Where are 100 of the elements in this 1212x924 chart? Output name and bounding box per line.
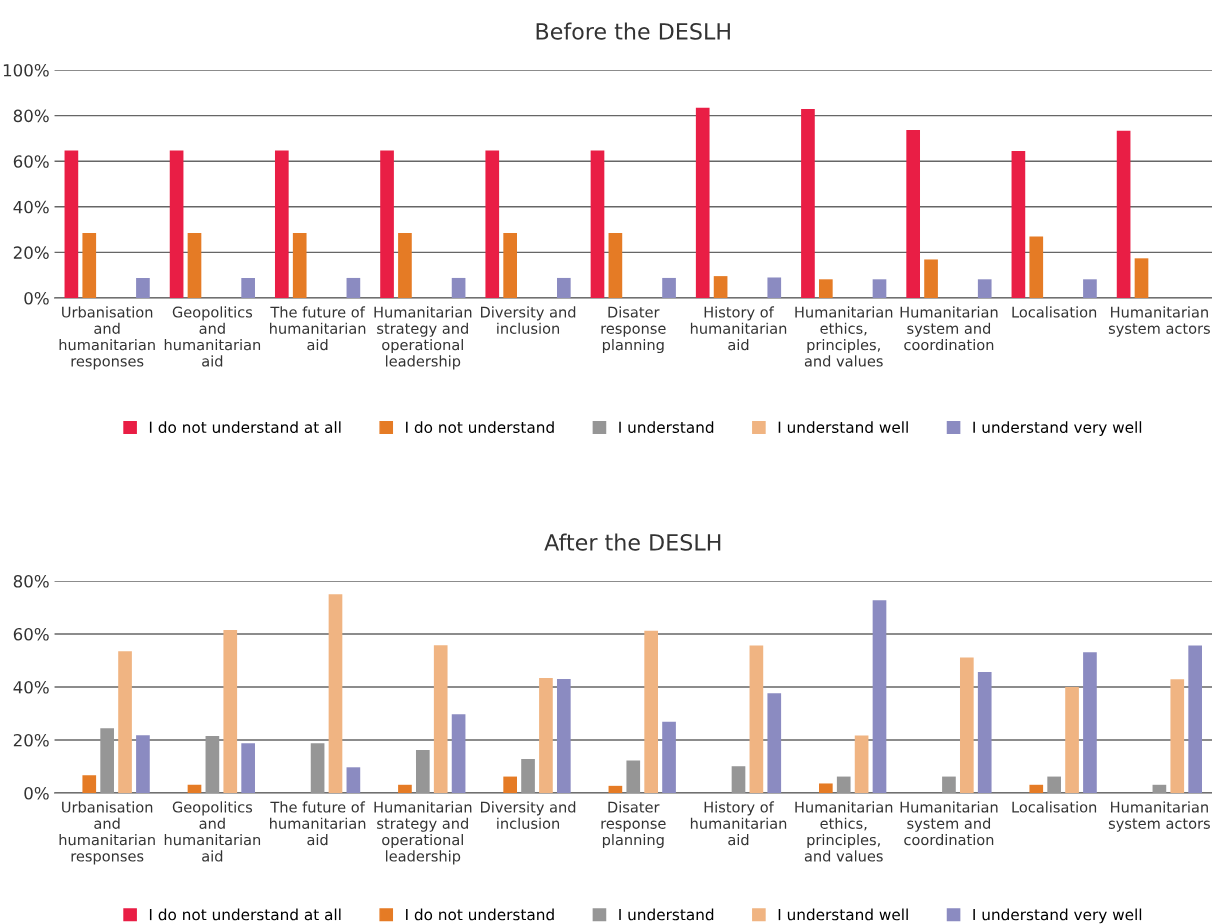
bar <box>241 743 255 793</box>
bar <box>451 714 466 793</box>
bar <box>328 594 343 793</box>
bar <box>1116 130 1131 298</box>
bar <box>398 784 412 793</box>
y-tick-label: 0% <box>24 786 49 800</box>
bar <box>118 651 132 793</box>
bar <box>767 693 782 793</box>
bar <box>959 657 974 793</box>
bar <box>556 679 571 793</box>
y-tick-label: 100% <box>3 63 49 77</box>
x-tick-label: Urbanisation and humanitarian responses <box>59 801 155 865</box>
bar <box>82 233 97 298</box>
bar <box>731 766 746 793</box>
bar <box>310 743 325 793</box>
y-tick-label: 40% <box>13 680 49 694</box>
bar <box>380 150 394 298</box>
bar <box>924 259 938 298</box>
bar <box>1047 776 1061 793</box>
bar <box>906 129 920 298</box>
bar <box>346 767 361 793</box>
legend-label: I understand <box>619 908 714 921</box>
bar <box>1029 236 1044 298</box>
bar <box>749 645 764 793</box>
bar <box>346 277 361 298</box>
x-tick-label: Localisation <box>1012 306 1097 318</box>
bar <box>1011 150 1026 298</box>
bar <box>977 671 992 793</box>
y-tick-label: 20% <box>13 733 49 747</box>
bar <box>1134 258 1149 298</box>
bar <box>223 630 238 793</box>
bar <box>695 107 710 298</box>
y-tick-label: 60% <box>13 155 49 168</box>
bar <box>801 108 815 298</box>
bar <box>485 150 500 298</box>
bar <box>942 776 956 793</box>
bar <box>662 277 676 298</box>
bar <box>872 600 887 793</box>
x-tick-label: Disater response planning <box>601 306 666 354</box>
chart-title: After the DESLH <box>544 533 721 551</box>
bar <box>136 735 150 793</box>
x-tick-label: History of humanitarian aid <box>690 306 787 351</box>
bar <box>136 277 150 298</box>
bar <box>608 785 623 793</box>
x-tick-label: The future of humanitarian aid <box>270 306 366 351</box>
bar <box>187 233 202 298</box>
bar <box>64 150 79 298</box>
bar <box>818 279 833 298</box>
bar <box>662 721 676 793</box>
bar <box>590 150 605 298</box>
bar <box>100 728 114 793</box>
bar <box>433 645 448 793</box>
y-tick-label: 0% <box>24 291 49 305</box>
bar <box>1170 679 1185 793</box>
bar <box>503 233 517 298</box>
bar <box>415 750 430 793</box>
bar <box>1188 645 1202 793</box>
bar <box>836 776 851 793</box>
x-tick-label: Disater response planning <box>601 801 666 849</box>
x-tick-label: The future of humanitarian aid <box>270 801 366 846</box>
bar <box>292 233 307 298</box>
x-tick-label: Geopolitics and humanitarian aid <box>164 801 261 862</box>
y-tick-label: 80% <box>13 574 49 588</box>
x-tick-label: Humanitarian ethics, principles, and values <box>795 801 893 862</box>
legend-label: I do not understand <box>406 421 554 434</box>
bar <box>626 760 641 793</box>
bar <box>767 277 782 298</box>
bar <box>713 276 728 298</box>
bar <box>644 630 658 793</box>
chart-title: Before the DESLH <box>536 22 730 40</box>
legend-label: I do not understand <box>406 908 554 921</box>
x-tick-label: Humanitarian strategy and operational leadership <box>374 306 472 370</box>
legend-label: I understand very well <box>973 421 1142 436</box>
y-tick-label: 40% <box>13 200 49 214</box>
bar <box>169 150 184 298</box>
bar <box>1152 784 1167 793</box>
bar <box>451 277 466 298</box>
bar <box>274 150 289 298</box>
bar <box>521 759 535 793</box>
x-tick-label: Diversity and inclusion <box>481 306 576 334</box>
x-tick-label: Geopolitics and humanitarian aid <box>164 306 261 367</box>
bar <box>1083 279 1097 298</box>
bar <box>398 233 412 298</box>
bar <box>205 736 220 793</box>
legend-label: I do not understand at all <box>149 908 341 921</box>
x-tick-label: Diversity and inclusion <box>481 801 576 829</box>
bar <box>503 776 517 793</box>
y-tick-label: 80% <box>13 109 49 123</box>
legend-label: I understand well <box>778 421 908 434</box>
x-tick-label: Humanitarian system actors <box>1108 306 1210 337</box>
bar <box>818 783 833 793</box>
bar <box>82 775 97 793</box>
x-tick-label: Localisation <box>1012 801 1097 813</box>
legend-label: I understand <box>619 421 714 434</box>
x-tick-label: Humanitarian system and coordination <box>900 306 998 351</box>
bar <box>1029 784 1044 793</box>
x-tick-label: Humanitarian system and coordination <box>900 801 998 846</box>
bar <box>872 279 887 298</box>
bar <box>608 233 623 298</box>
x-tick-label: Urbanisation and humanitarian responses <box>59 306 155 370</box>
